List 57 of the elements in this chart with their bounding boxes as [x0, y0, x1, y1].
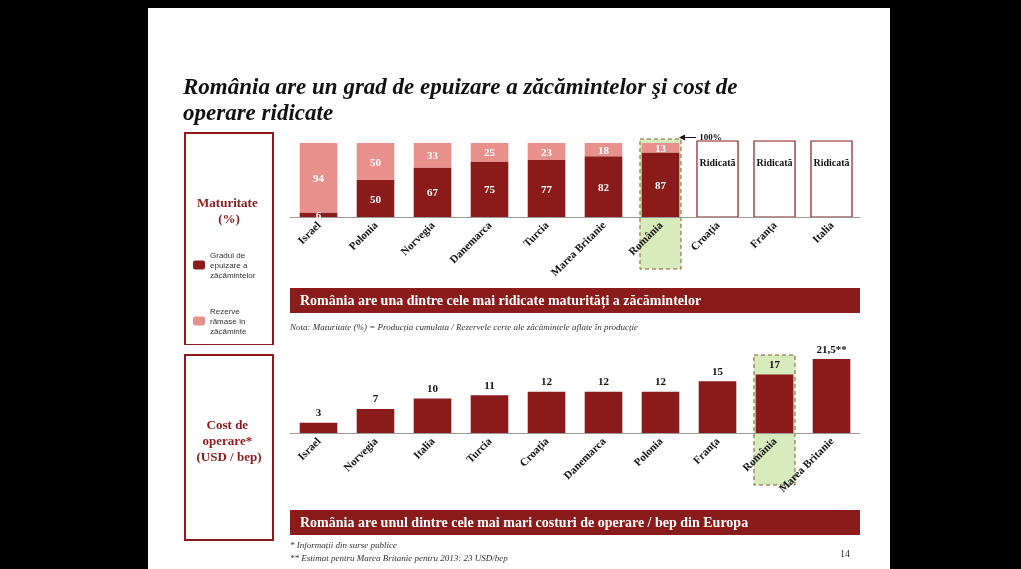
y-axis-title: Maturitate (%)	[197, 194, 261, 226]
data-label: 18	[598, 143, 610, 156]
text: Nota: Maturitate (%) = Producția cumulata / Rezervele certe ale zăcămintele aflate în producție	[289, 321, 639, 332]
data-label: 12	[598, 375, 610, 388]
data-label: 67	[427, 186, 439, 199]
band-label: Ridicată	[756, 156, 793, 168]
text: * Informații din surse publice	[290, 539, 397, 550]
bar	[584, 391, 623, 433]
text: 100%	[699, 132, 722, 142]
band-label: Ridicată	[699, 156, 736, 168]
data-label: 3	[315, 406, 322, 419]
legend-label: Gradul de epuizare a zăcămintelor	[210, 250, 256, 280]
data-label: 75	[484, 183, 496, 196]
text: ** Estimat pentru Marea Britanie pentru 2013: 23 USD/bep	[290, 552, 509, 563]
bar	[299, 143, 338, 213]
data-label: 77	[541, 182, 553, 195]
data-label: 94	[313, 171, 325, 184]
bar	[413, 143, 452, 168]
y-axis-title: Cost de operare* (USD / bep)	[196, 416, 262, 464]
bar	[356, 408, 395, 433]
data-label: 12	[541, 375, 553, 388]
data-label: 12	[655, 375, 667, 388]
data-label: 82	[598, 180, 610, 193]
text: România are unul dintre cele mai mari costuri de operare / bep din Europa	[300, 515, 749, 530]
bar	[641, 391, 680, 433]
bar	[584, 156, 623, 217]
bar	[698, 381, 737, 433]
data-label: 11	[484, 378, 495, 391]
bar	[356, 143, 395, 180]
bar	[527, 391, 566, 433]
bar	[356, 180, 395, 217]
bar	[527, 143, 566, 161]
data-label: 10	[427, 382, 439, 395]
data-label: 33	[427, 149, 439, 162]
band-label: Ridicată	[813, 156, 850, 168]
text: 14	[840, 547, 850, 559]
data-label: 25	[484, 146, 496, 159]
bar	[470, 143, 509, 162]
bar	[470, 161, 509, 217]
bar	[812, 359, 851, 433]
data-label: 21,5**	[816, 342, 848, 355]
bar	[413, 167, 452, 217]
data-label: 87	[655, 178, 667, 191]
data-label: 15	[712, 364, 724, 377]
bar	[299, 422, 338, 433]
data-label: 23	[541, 145, 553, 158]
text: România are una dintre cele mai ridicate maturități a zăcămintelor	[300, 293, 702, 309]
data-label: 13	[655, 141, 667, 154]
data-label: 7	[372, 392, 379, 405]
bar	[527, 160, 566, 217]
data-label: 50	[370, 155, 382, 168]
data-label: 50	[370, 192, 382, 205]
bar	[413, 398, 452, 433]
chart-title: România are un grad de epuizare a zăcămintelor şi cost de operare ridicate	[182, 73, 744, 125]
data-label: 17	[769, 357, 781, 370]
bar	[470, 395, 509, 433]
legend-label: Rezerve rămase în zăcăminte	[210, 306, 248, 336]
